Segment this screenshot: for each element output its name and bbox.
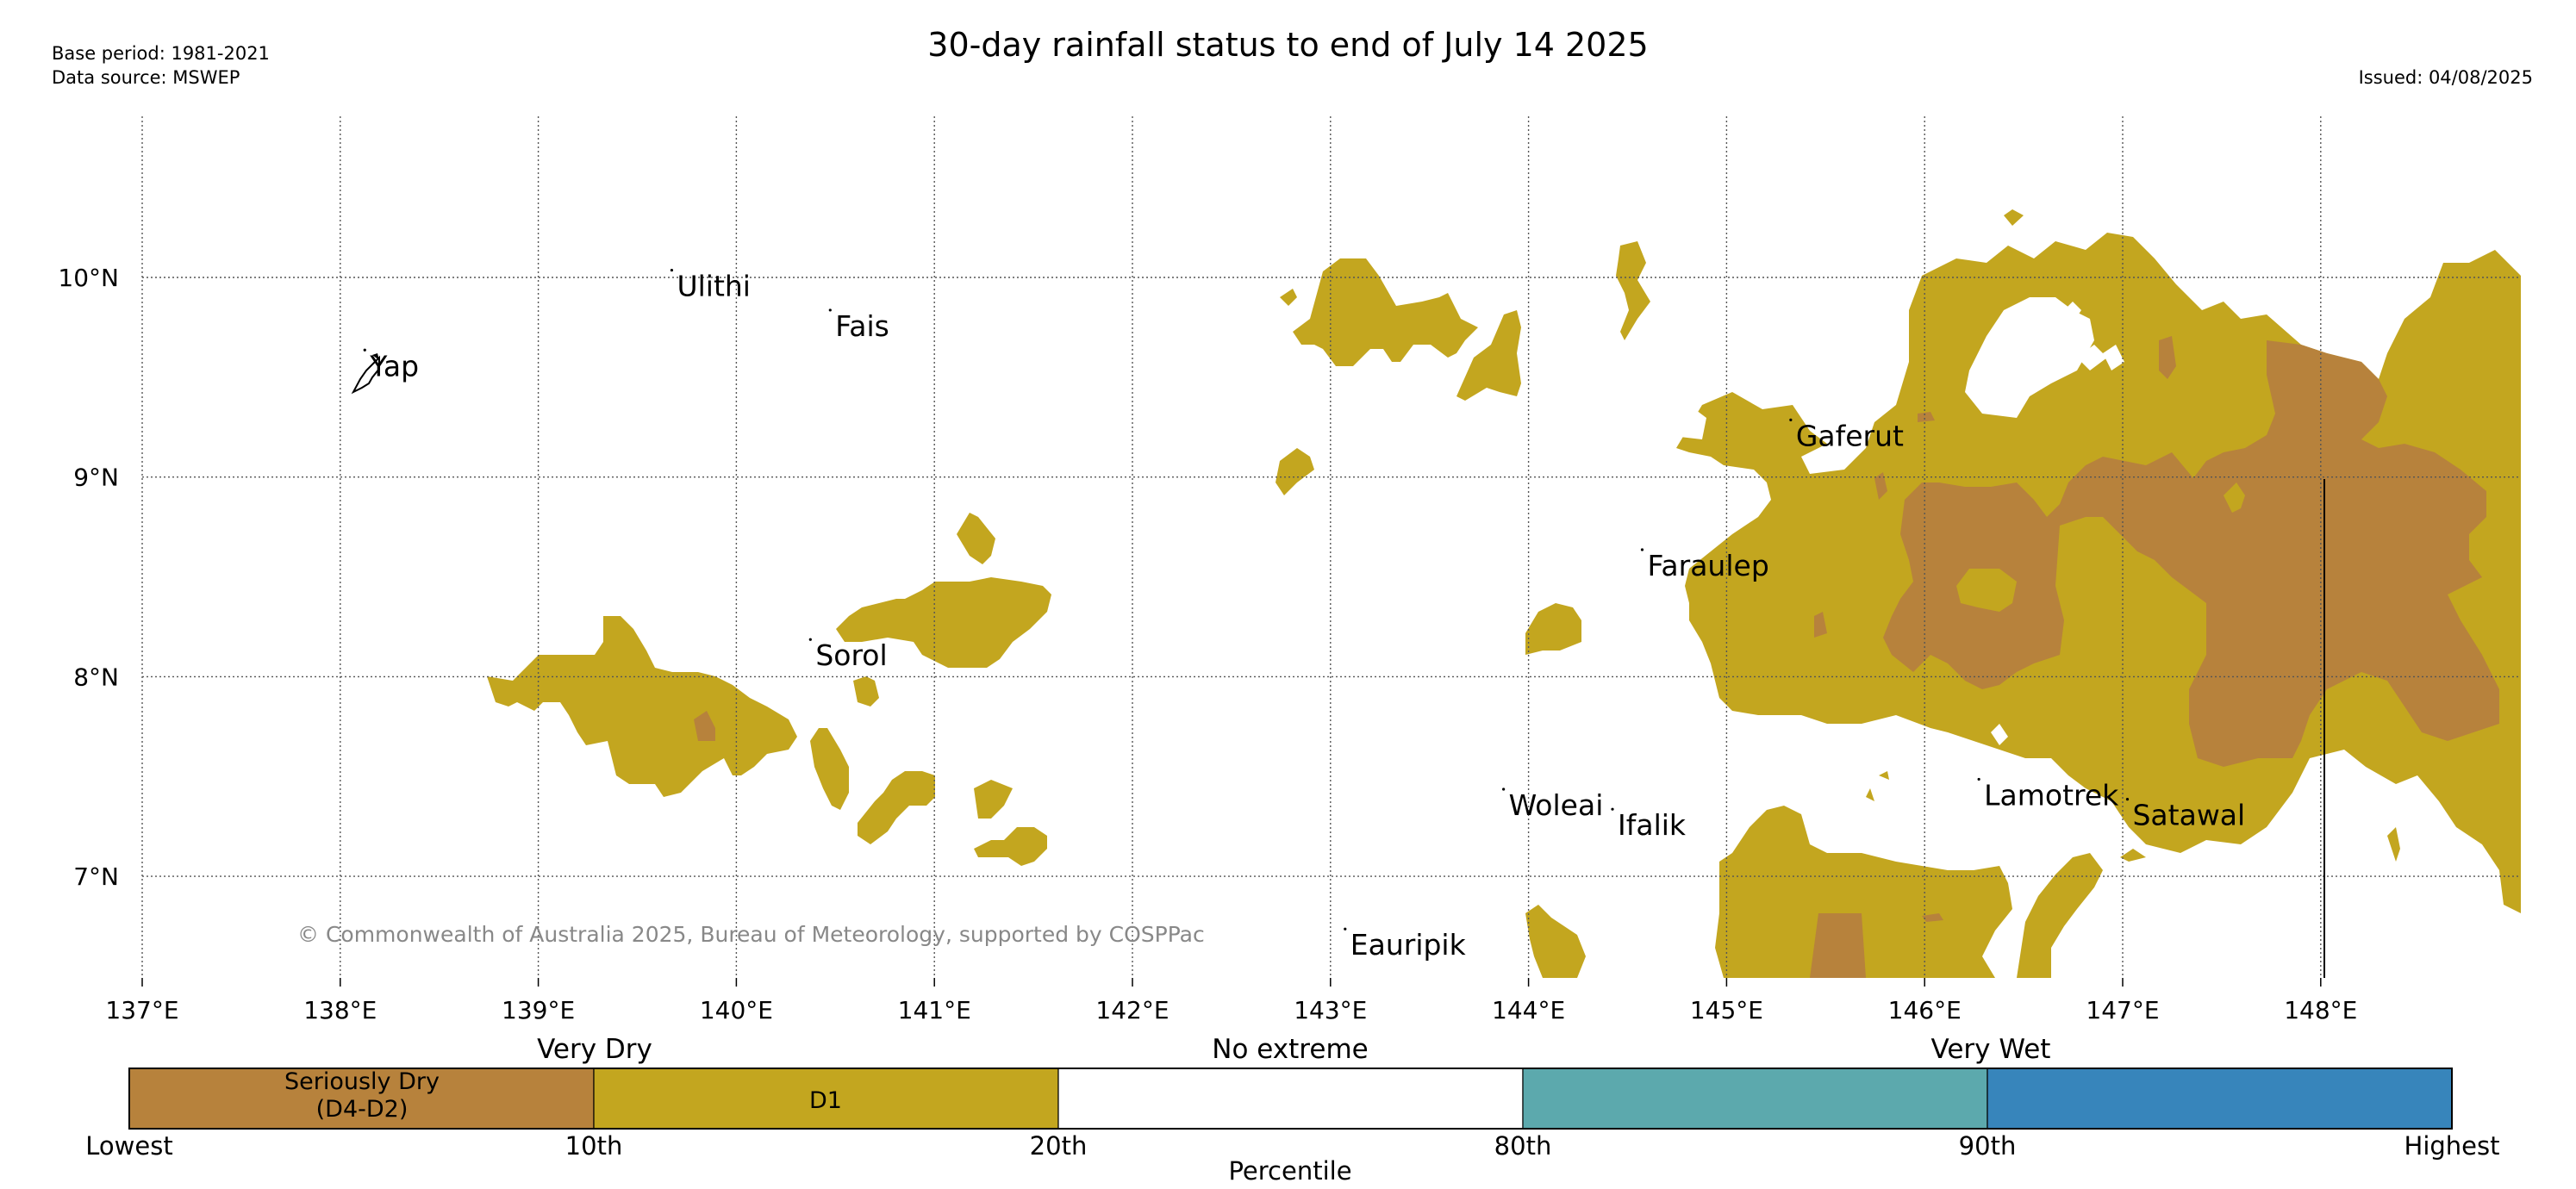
place-label: Gaferut xyxy=(1796,419,1904,452)
colorbar-segment xyxy=(1057,1068,1524,1130)
rainfall-shading xyxy=(487,209,2521,978)
base-period: Base period: 1981-2021 xyxy=(52,43,270,64)
place-marker xyxy=(1502,787,1506,791)
colorbar-tick-90th: 90th xyxy=(1958,1131,2017,1161)
colorbar-seg2-label: D1 xyxy=(809,1087,842,1114)
colorbar-segment xyxy=(1987,1068,2453,1130)
place-marker xyxy=(1344,927,1347,931)
place-label: Ifalik xyxy=(1618,808,1687,842)
place-label: Yap xyxy=(369,349,419,383)
colorbar-seg1-line2: (D4-D2) xyxy=(315,1096,409,1123)
lon-tick-label: 137°E xyxy=(105,996,178,1024)
place-label: Eauripik xyxy=(1350,928,1467,962)
lon-tick-label: 139°E xyxy=(502,996,575,1024)
place-marker xyxy=(1640,548,1644,551)
yap-island-islet xyxy=(372,353,379,360)
place-marker xyxy=(670,268,674,272)
non-extreme-holes xyxy=(1689,297,2124,745)
colorbar-header-no-extreme: No extreme xyxy=(1212,1034,1369,1065)
colorbar-segment xyxy=(593,1068,1059,1130)
lat-tick-label: 9°N xyxy=(73,464,119,492)
colorbar-outline xyxy=(128,1068,2453,1130)
place-label: Satawal xyxy=(2132,799,2245,832)
lon-tick-label: 146°E xyxy=(1888,996,1962,1024)
lat-tick-label: 10°N xyxy=(58,264,119,292)
lon-tick-label: 142°E xyxy=(1095,996,1169,1024)
place-labels: Ulithi Fais Yap Gaferut Faraulep Sorol Woleai I… xyxy=(363,268,2245,962)
lon-tick-label: 141°E xyxy=(898,996,971,1024)
lon-tick-label: 147°E xyxy=(2086,996,2159,1024)
colorbar-tick-lowest: Lowest xyxy=(85,1131,173,1161)
lat-tick-label: 8°N xyxy=(73,663,119,691)
seriously-dry-regions xyxy=(694,336,2499,978)
copyright-text: © Commonwealth of Australia 2025, Bureau… xyxy=(297,922,1205,947)
place-marker xyxy=(1789,418,1793,421)
lat-tick-label: 7°N xyxy=(73,862,119,891)
lon-tick-label: 138°E xyxy=(303,996,377,1024)
place-label: Woleai xyxy=(1509,788,1604,822)
colorbar-tick-10th: 10th xyxy=(564,1131,623,1161)
place-label: Fais xyxy=(835,309,889,343)
colorbar-tick-highest: Highest xyxy=(2404,1131,2500,1161)
place-marker xyxy=(808,638,812,641)
colorbar-xlabel: Percentile xyxy=(1228,1156,1352,1186)
colorbar-header-very-dry: Very Dry xyxy=(537,1034,652,1065)
colorbar-tick-20th: 20th xyxy=(1029,1131,1088,1161)
place-marker xyxy=(1611,807,1614,811)
place-label: Ulithi xyxy=(677,270,751,303)
colorbar xyxy=(128,1068,2453,1130)
data-source: Data source: MSWEP xyxy=(52,67,240,88)
place-marker xyxy=(828,308,832,312)
colorbar-seg1-line1: Seriously Dry xyxy=(284,1068,440,1095)
place-label: Sorol xyxy=(815,638,887,672)
yap-island-shape xyxy=(351,355,380,395)
lon-tick-label: 140°E xyxy=(700,996,773,1024)
map-gridlines xyxy=(141,116,2521,978)
map-title: 30-day rainfall status to end of July 14… xyxy=(927,26,1649,64)
place-label: Faraulep xyxy=(1647,549,1768,582)
colorbar-tick-80th: 80th xyxy=(1494,1131,1552,1161)
axis-ticks: 137°E 138°E 139°E 140°E 141°E 142°E 143°E 144°E… xyxy=(58,264,2357,1024)
lon-tick-label: 143°E xyxy=(1294,996,1367,1024)
colorbar-header-very-wet: Very Wet xyxy=(1930,1034,2051,1065)
place-marker xyxy=(363,348,366,352)
colorbar-segment xyxy=(1522,1068,1988,1130)
place-marker xyxy=(1977,777,1980,781)
lon-tick-label: 144°E xyxy=(1492,996,1565,1024)
lon-tick-label: 145°E xyxy=(1690,996,1763,1024)
place-marker xyxy=(2125,797,2130,801)
place-label: Lamotrek xyxy=(1984,778,2119,812)
lon-tick-label: 148°E xyxy=(2284,996,2357,1024)
issued-date: Issued: 04/08/2025 xyxy=(2358,67,2533,88)
